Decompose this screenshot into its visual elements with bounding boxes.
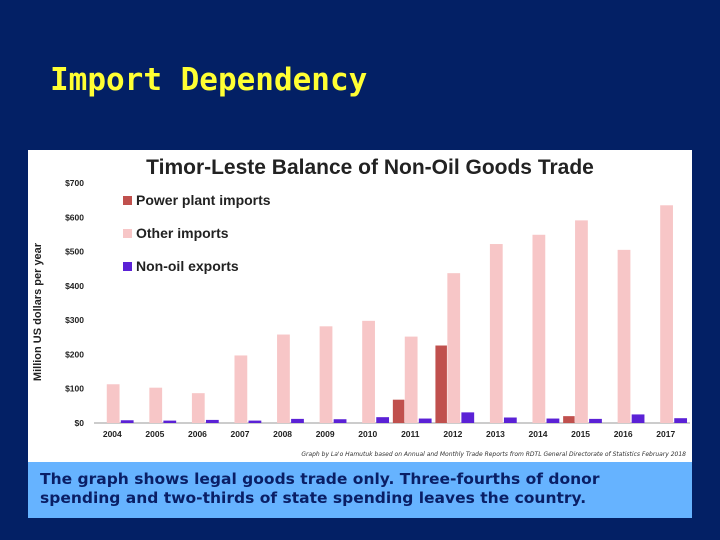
bar-non-oil-exports — [461, 412, 475, 423]
trade-balance-chart: Timor-Leste Balance of Non-Oil Goods Tra… — [32, 156, 690, 458]
x-tick-label: 2010 — [358, 429, 377, 439]
bar-other-imports — [447, 273, 461, 423]
x-tick-label: 2017 — [656, 429, 675, 439]
x-tick-label: 2016 — [614, 429, 633, 439]
bar-non-oil-exports — [291, 418, 304, 423]
chart-title: Timor-Leste Balance of Non-Oil Goods Tra… — [146, 156, 594, 179]
bar-non-oil-exports — [205, 419, 219, 423]
legend-swatch — [123, 196, 132, 205]
x-tick-label: 2012 — [443, 429, 462, 439]
bar-other-imports — [319, 326, 333, 423]
bar-power-plant — [435, 345, 447, 423]
bar-non-oil-exports — [503, 417, 517, 423]
bar-power-plant — [563, 416, 575, 423]
y-tick-label: $300 — [65, 315, 84, 325]
bar-non-oil-exports — [120, 420, 134, 423]
bar-other-imports — [404, 336, 418, 423]
caption-box: The graph shows legal goods trade only. … — [28, 462, 692, 518]
bar-other-imports — [234, 355, 248, 423]
bar-non-oil-exports — [248, 420, 262, 423]
bar-other-imports — [362, 320, 375, 423]
bar-other-imports — [149, 387, 163, 423]
bar-other-imports — [489, 244, 503, 423]
x-tick-label: 2011 — [401, 429, 420, 439]
bar-other-imports — [617, 249, 631, 423]
bar-non-oil-exports — [674, 418, 688, 423]
legend-swatch — [123, 229, 132, 238]
y-tick-label: $200 — [65, 349, 84, 359]
legend-swatch — [123, 262, 132, 271]
x-tick-label: 2008 — [273, 429, 292, 439]
bar-other-imports — [106, 384, 120, 423]
bar-other-imports — [277, 334, 290, 423]
y-tick-label: $700 — [65, 178, 84, 188]
bar-non-oil-exports — [163, 420, 177, 423]
chart-panel: Timor-Leste Balance of Non-Oil Goods Tra… — [28, 150, 692, 462]
y-tick-label: $500 — [65, 247, 84, 257]
bar-non-oil-exports — [418, 418, 432, 423]
x-tick-label: 2004 — [103, 429, 122, 439]
bar-non-oil-exports — [631, 414, 645, 423]
y-axis-label: Million US dollars per year — [32, 242, 44, 381]
y-tick-label: $600 — [65, 212, 84, 222]
x-tick-label: 2005 — [145, 429, 164, 439]
bar-other-imports — [660, 205, 673, 423]
slide-title: Import Dependency — [50, 62, 368, 98]
bar-other-imports — [575, 220, 588, 423]
bar-non-oil-exports — [333, 419, 347, 423]
bar-power-plant — [392, 399, 405, 423]
bar-other-imports — [191, 393, 205, 423]
caption-text: The graph shows legal goods trade only. … — [40, 470, 600, 507]
legend-label: Non-oil exports — [136, 258, 239, 274]
legend-label: Other imports — [136, 225, 229, 241]
y-tick-label: $100 — [65, 384, 84, 394]
x-tick-label: 2015 — [571, 429, 590, 439]
bar-non-oil-exports — [589, 418, 602, 423]
x-tick-label: 2013 — [486, 429, 505, 439]
x-tick-label: 2014 — [529, 429, 548, 439]
bar-non-oil-exports — [546, 418, 560, 423]
y-tick-label: $0 — [75, 418, 85, 428]
legend-label: Power plant imports — [136, 192, 271, 208]
source-note: Graph by La'o Hamutuk based on Annual an… — [301, 451, 686, 458]
bar-non-oil-exports — [376, 417, 390, 423]
bar-other-imports — [532, 234, 546, 423]
y-tick-label: $400 — [65, 281, 84, 291]
x-tick-label: 2009 — [316, 429, 335, 439]
x-tick-label: 2007 — [231, 429, 250, 439]
x-tick-label: 2006 — [188, 429, 207, 439]
